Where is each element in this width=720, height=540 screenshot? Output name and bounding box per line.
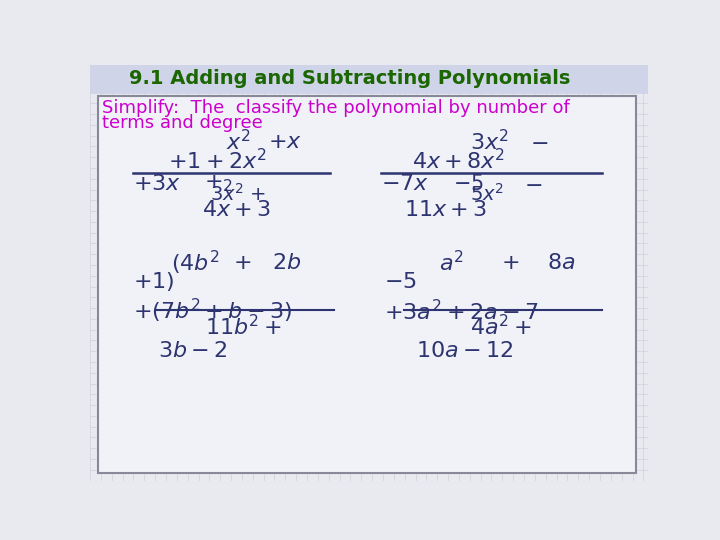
Text: $+ 3x$: $+ 3x$ (132, 174, 181, 194)
Text: $-$: $-$ (524, 174, 542, 194)
Text: $+ 3a^2 + 2a - 7$: $+ 3a^2 + 2a - 7$ (384, 299, 539, 324)
Text: $-5$: $-5$ (453, 174, 484, 194)
Text: $4x + 3$: $4x + 3$ (202, 200, 271, 220)
Text: $5x^2$: $5x^2$ (469, 183, 504, 204)
Text: $+ 1+ 2x^2$: $+ 1+ 2x^2$ (168, 148, 266, 174)
Bar (90, 65, 648, 92)
Text: $a^2$: $a^2$ (438, 250, 464, 275)
Text: $+$: $+$ (233, 253, 251, 273)
Text: $10a - 12$: $10a - 12$ (415, 341, 513, 361)
Text: 9.1 Adding and Subtracting Polynomials: 9.1 Adding and Subtracting Polynomials (129, 69, 570, 88)
Text: $+_2$: $+_2$ (204, 174, 233, 194)
Text: $3x^2$: $3x^2$ (469, 129, 508, 154)
Text: $3x^2$: $3x^2$ (210, 183, 244, 205)
Text: $11b^2 +$: $11b^2 +$ (204, 314, 282, 339)
Text: $+$: $+$ (249, 185, 265, 204)
Text: $4a^2 +$: $4a^2 +$ (469, 314, 531, 339)
Text: $+ x$: $+ x$ (269, 132, 302, 152)
Text: $4x + 8x^2$: $4x + 8x^2$ (412, 148, 505, 174)
Text: $+$: $+$ (500, 253, 519, 273)
Text: $2b$: $2b$ (272, 253, 302, 273)
Text: $(4b^2$: $(4b^2$ (171, 248, 220, 277)
Text: $- 7x$: $- 7x$ (381, 174, 429, 194)
Text: Simplify:  The  classify the polynomial by number of: Simplify: The classify the polynomial by… (102, 99, 570, 117)
Text: $x^2$: $x^2$ (225, 129, 251, 154)
Text: $- 5$: $- 5$ (384, 272, 418, 292)
Text: terms and degree: terms and degree (102, 114, 263, 132)
Text: $+ (7b^2 + b - 3)$: $+ (7b^2 + b - 3)$ (132, 297, 292, 325)
Text: $3b - 2$: $3b - 2$ (158, 341, 228, 361)
Text: $11x + 3$: $11x + 3$ (404, 200, 487, 220)
Text: $-$: $-$ (530, 132, 549, 152)
Text: $8a$: $8a$ (547, 253, 575, 273)
Text: $+ 1)$: $+ 1)$ (132, 271, 174, 293)
